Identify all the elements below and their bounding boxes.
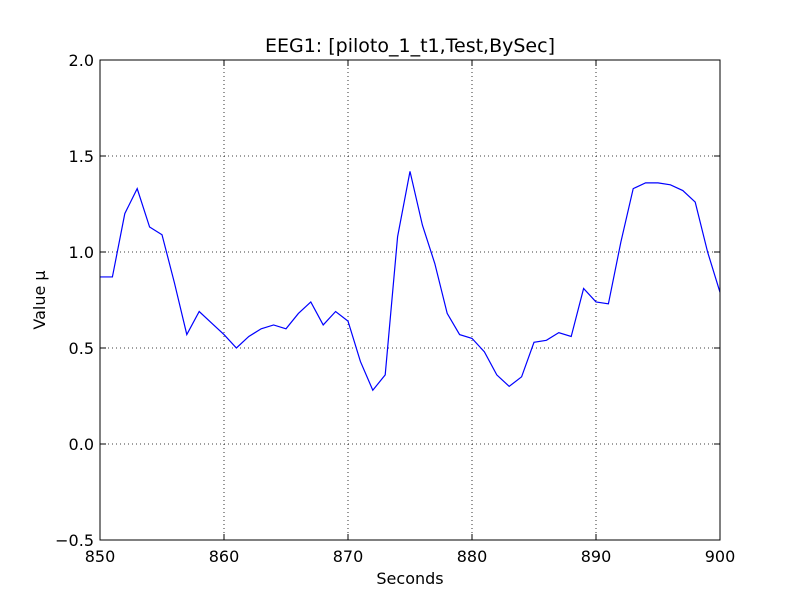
y-tick-label: 2.0 bbox=[69, 51, 94, 70]
x-tick-label: 860 bbox=[209, 547, 240, 566]
y-tick-label: −0.5 bbox=[55, 531, 94, 550]
y-tick-label: 0.5 bbox=[69, 339, 94, 358]
x-tick-label: 900 bbox=[705, 547, 736, 566]
x-axis-label: Seconds bbox=[376, 569, 443, 588]
y-tick-label: 1.5 bbox=[69, 147, 94, 166]
x-tick-label: 870 bbox=[333, 547, 364, 566]
y-axis-label: Value µ bbox=[30, 270, 49, 329]
series-line bbox=[100, 171, 721, 392]
chart-title: EEG1: [piloto_1_t1,Test,BySec] bbox=[265, 35, 555, 57]
plot-frame bbox=[99, 59, 721, 541]
x-tick-label: 880 bbox=[457, 547, 488, 566]
x-tick-label: 890 bbox=[581, 547, 612, 566]
x-tick-label: 850 bbox=[85, 547, 116, 566]
y-tick-label: 0.0 bbox=[69, 435, 94, 454]
y-tick-label: 1.0 bbox=[69, 243, 94, 262]
